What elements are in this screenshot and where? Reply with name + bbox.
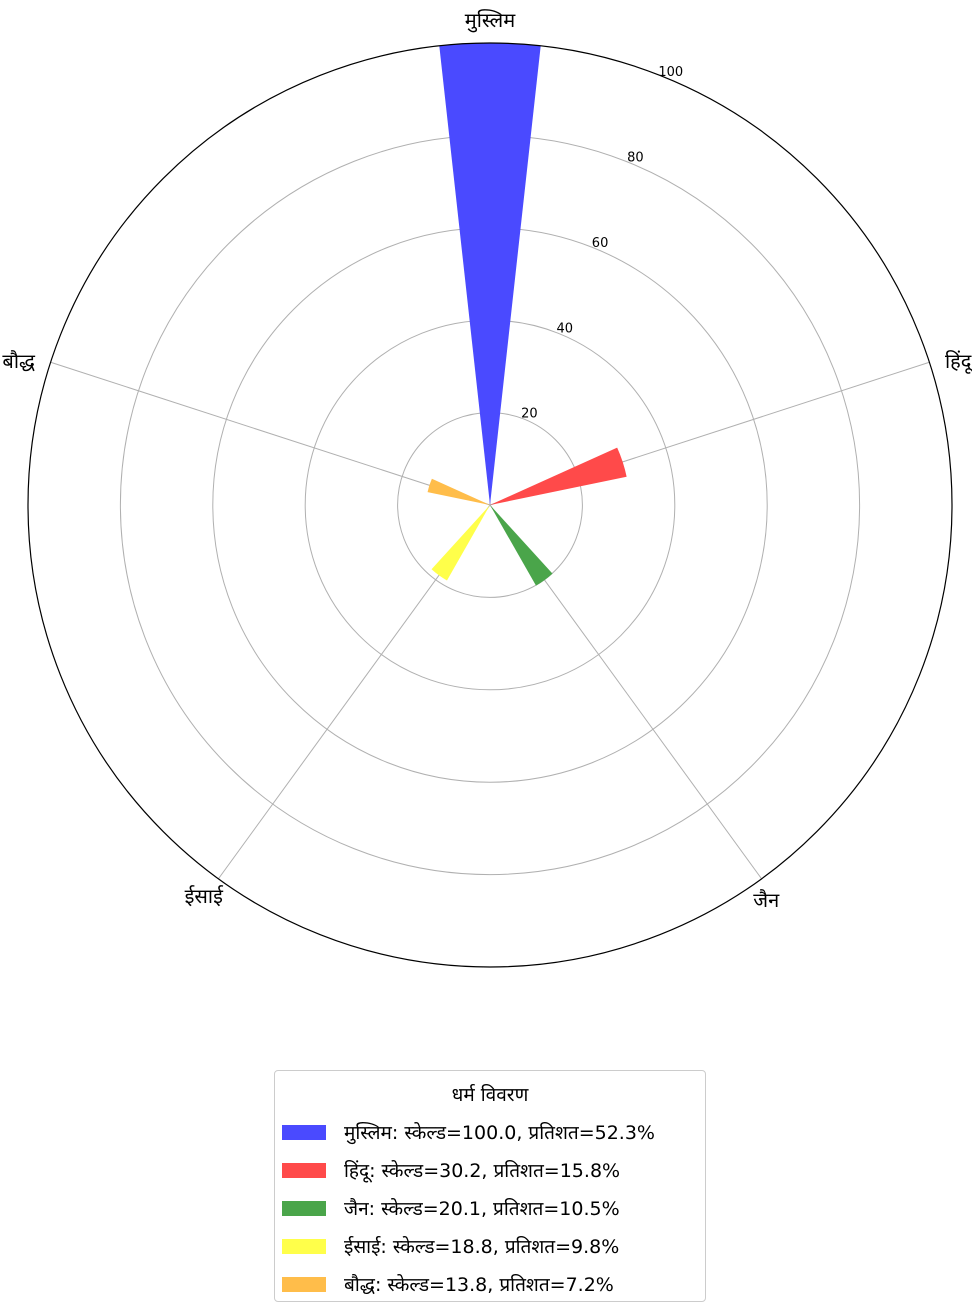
category-label-hindu: हिंदू bbox=[945, 349, 972, 374]
legend-swatch-hindu bbox=[282, 1162, 326, 1178]
legend: धर्म विवरण मुस्लिम: स्केल्ड=100.0, प्रति… bbox=[274, 1070, 706, 1302]
bars bbox=[427, 43, 627, 586]
legend-item-muslim: मुस्लिम: स्केल्ड=100.0, प्रतिशत=52.3% bbox=[275, 1113, 705, 1151]
legend-item-jain: जैन: स्केल्ड=20.1, प्रतिशत=10.5% bbox=[275, 1189, 705, 1227]
category-labels: मुस्लिम हिंदू जैन ईसाई बौद्ध bbox=[2, 8, 972, 912]
radial-tick-label: 40 bbox=[556, 321, 573, 336]
legend-swatch-buddhist bbox=[282, 1276, 326, 1292]
radial-tick-label: 20 bbox=[521, 407, 538, 422]
grid-spoke bbox=[50, 361, 491, 506]
outer-frame bbox=[27, 42, 953, 968]
legend-label-muslim: मुस्लिम: स्केल्ड=100.0, प्रतिशत=52.3% bbox=[344, 1122, 655, 1144]
legend-item-hindu: हिंदू: स्केल्ड=30.2, प्रतिशत=15.8% bbox=[275, 1151, 705, 1189]
legend-label-buddhist: बौद्ध: स्केल्ड=13.8, प्रतिशत=7.2% bbox=[344, 1274, 614, 1296]
bar-muslim bbox=[439, 43, 541, 506]
category-label-muslim: मुस्लिम bbox=[465, 8, 516, 33]
legend-title: धर्म विवरण bbox=[451, 1084, 529, 1106]
radial-tick-label: 80 bbox=[627, 151, 644, 166]
legend-swatch-christian bbox=[282, 1238, 326, 1254]
bar-christian bbox=[431, 505, 490, 581]
legend-swatch-muslim bbox=[282, 1124, 326, 1140]
radial-tick-label: 60 bbox=[592, 236, 609, 251]
legend-label-hindu: हिंदू: स्केल्ड=30.2, प्रतिशत=15.8% bbox=[344, 1160, 621, 1182]
bar-hindu bbox=[490, 447, 627, 505]
bar-buddhist bbox=[427, 478, 490, 505]
category-label-buddhist: बौद्ध bbox=[2, 349, 36, 373]
legend-label-christian: ईसाई: स्केल्ड=18.8, प्रतिशत=9.8% bbox=[344, 1236, 620, 1258]
legend-label-jain: जैन: स्केल्ड=20.1, प्रतिशत=10.5% bbox=[344, 1198, 620, 1220]
legend-item-buddhist: बौद्ध: स्केल्ड=13.8, प्रतिशत=7.2% bbox=[275, 1265, 705, 1303]
bar-jain bbox=[490, 505, 553, 586]
category-label-jain: जैन bbox=[753, 888, 780, 912]
legend-item-christian: ईसाई: स्केल्ड=18.8, प्रतिशत=9.8% bbox=[275, 1227, 705, 1265]
radial-tick-label: 100 bbox=[658, 65, 683, 80]
category-label-christian: ईसाई bbox=[185, 884, 225, 908]
polar-bar-chart: 20 40 60 80 100 मुस्लिम हिंदू जैन ईसाई बौद्ध bbox=[2, 8, 972, 968]
outer-circle bbox=[27, 42, 953, 968]
radial-tick-labels: 20 40 60 80 100 bbox=[521, 65, 683, 421]
legend-swatch-jain bbox=[282, 1200, 326, 1216]
